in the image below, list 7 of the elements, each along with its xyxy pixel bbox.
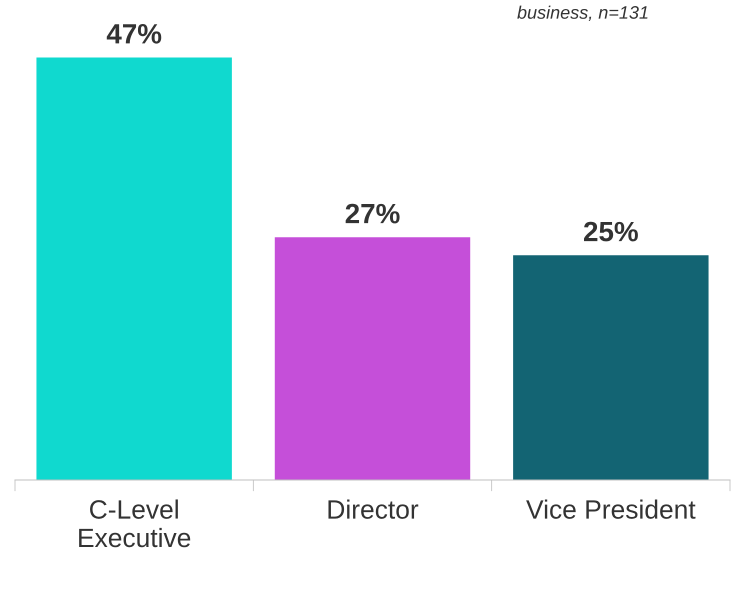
x-tick-label: Director	[328, 499, 418, 519]
data-label: 47%	[106, 24, 162, 44]
x-tick-label: Vice President	[526, 499, 696, 519]
x-tick-label: C-Level Executive	[79, 499, 190, 548]
text: business, n=131	[517, 6, 648, 21]
data-label: 25%	[584, 222, 638, 242]
data-label: 27%	[346, 204, 400, 224]
